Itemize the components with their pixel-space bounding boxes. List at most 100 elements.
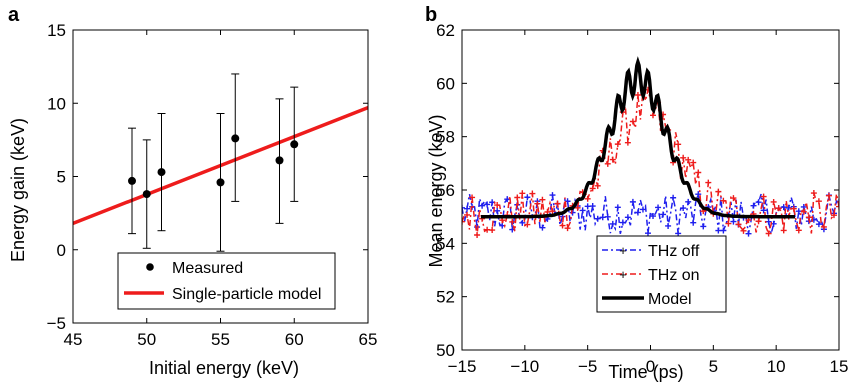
thz-on-marker xyxy=(489,227,496,234)
thz-off-marker xyxy=(624,214,631,221)
thz-off-marker xyxy=(644,230,651,237)
thz-off-marker xyxy=(655,204,662,211)
thz-off-marker xyxy=(675,230,682,237)
thz-off-marker xyxy=(549,192,556,199)
thz-on-marker xyxy=(564,225,571,232)
thz-off-marker xyxy=(462,204,465,211)
thz-on-marker xyxy=(634,92,641,99)
thz-on-marker xyxy=(650,112,657,119)
y-tick-label: 60 xyxy=(436,74,455,93)
thz-off-marker xyxy=(594,215,601,222)
thz-off-marker xyxy=(795,208,802,215)
thz-on-marker xyxy=(705,179,712,186)
y-tick-label: 58 xyxy=(436,128,455,147)
y-tick-label: 5 xyxy=(57,168,66,187)
y-tick-label: 10 xyxy=(47,94,66,113)
thz-off-marker xyxy=(750,202,757,209)
y-tick-label: 56 xyxy=(436,181,455,200)
thz-on-marker xyxy=(760,193,767,200)
thz-on-marker xyxy=(836,203,839,210)
thz-off-marker xyxy=(765,218,772,225)
thz-on-marker xyxy=(554,200,561,207)
thz-off-marker xyxy=(484,201,491,208)
thz-on-marker xyxy=(524,221,531,228)
thz-off-marker xyxy=(619,219,626,226)
panel-b-legend: + THz off + THz on Model xyxy=(596,235,727,313)
panel-b: b −15 −10 −5 0 5 10 15 50 52 54 56 58 60 62 Time (ps)… xyxy=(425,4,848,382)
y-tick-label: 52 xyxy=(436,288,455,307)
thz-on-marker xyxy=(735,221,742,228)
x-tick-label: 10 xyxy=(767,357,786,376)
model-line xyxy=(480,56,795,219)
legend-label-thz-off: THz off xyxy=(648,243,700,260)
thz-off-marker xyxy=(519,219,526,226)
thz-on-marker xyxy=(574,204,581,211)
thz-off-marker xyxy=(599,214,606,221)
panel-a-plot-area xyxy=(73,73,368,252)
x-tick-label: 60 xyxy=(285,330,304,349)
thz-on-marker xyxy=(685,156,692,163)
x-tick-label: 65 xyxy=(359,330,378,349)
thz-on-marker xyxy=(755,218,762,225)
thz-on-marker xyxy=(730,195,737,202)
thz-off-marker xyxy=(614,204,621,211)
thz-on-marker xyxy=(725,220,732,227)
panel-a-legend: Measured Single-particle model xyxy=(117,252,336,310)
thz-on-marker xyxy=(529,190,536,197)
x-tick-label: −15 xyxy=(448,357,477,376)
panel-a-label: a xyxy=(8,4,20,26)
thz-on-marker xyxy=(559,222,566,229)
thz-on-marker xyxy=(539,196,546,203)
y-tick-label: 62 xyxy=(436,21,455,40)
thz-on-marker xyxy=(795,227,802,234)
thz-on-marker xyxy=(825,192,832,199)
thz-off-marker xyxy=(539,224,546,231)
y-tick-label: 54 xyxy=(436,234,455,253)
thz-off-marker xyxy=(780,204,787,211)
thz-on-marker xyxy=(629,118,636,125)
thz-on-marker xyxy=(775,205,782,212)
data-point xyxy=(142,190,151,199)
thz-on-marker xyxy=(549,208,556,215)
thz-on-marker xyxy=(695,169,702,176)
thz-off-marker xyxy=(524,194,531,201)
thz-on-marker xyxy=(544,208,551,215)
panel-a-axes: 45 50 55 60 65 −5 0 5 10 15 xyxy=(47,21,378,349)
thz-off-marker xyxy=(660,211,667,218)
thz-on-marker xyxy=(810,190,817,197)
y-tick-label: −5 xyxy=(47,314,66,333)
thz-on-marker xyxy=(805,214,812,221)
panel-b-y-axis-label: Mean energy (keV) xyxy=(426,114,446,267)
thz-on-marker xyxy=(494,202,501,209)
legend-label-thz-on: THz on xyxy=(648,267,700,284)
data-point xyxy=(128,176,136,185)
data-point xyxy=(157,168,166,177)
x-tick-label: −10 xyxy=(510,357,539,376)
thz-off-marker xyxy=(494,207,501,214)
thz-off-marker xyxy=(479,202,486,209)
panel-a-x-axis-label: Initial energy (keV) xyxy=(149,358,299,378)
thz-off-marker xyxy=(815,221,822,228)
legend-marker-thz-off: + xyxy=(619,243,627,258)
legend-label-model: Single-particle model xyxy=(172,286,321,303)
thz-off-marker xyxy=(650,213,657,220)
y-tick-label: 50 xyxy=(436,341,455,360)
panel-b-label: b xyxy=(425,4,437,26)
legend-marker-measured xyxy=(146,263,154,271)
panel-b-axes: −15 −10 −5 0 5 10 15 50 52 54 56 58 60 62 xyxy=(436,21,848,376)
thz-off-marker xyxy=(745,230,752,237)
thz-off-marker xyxy=(629,198,636,205)
thz-on-marker xyxy=(589,185,596,192)
thz-off-marker xyxy=(700,223,707,230)
thz-on-marker xyxy=(469,194,476,201)
panel-b-x-axis-label: Time (ps) xyxy=(608,362,683,382)
data-point xyxy=(275,156,284,165)
thz-on-marker xyxy=(594,182,601,189)
thz-on-marker xyxy=(484,226,491,233)
thz-off-marker xyxy=(755,199,762,206)
thz-off-marker xyxy=(604,213,611,220)
thz-on-marker xyxy=(584,195,591,202)
thz-off-marker xyxy=(639,206,646,213)
x-tick-label: 45 xyxy=(64,330,83,349)
thz-on-marker xyxy=(624,139,631,146)
